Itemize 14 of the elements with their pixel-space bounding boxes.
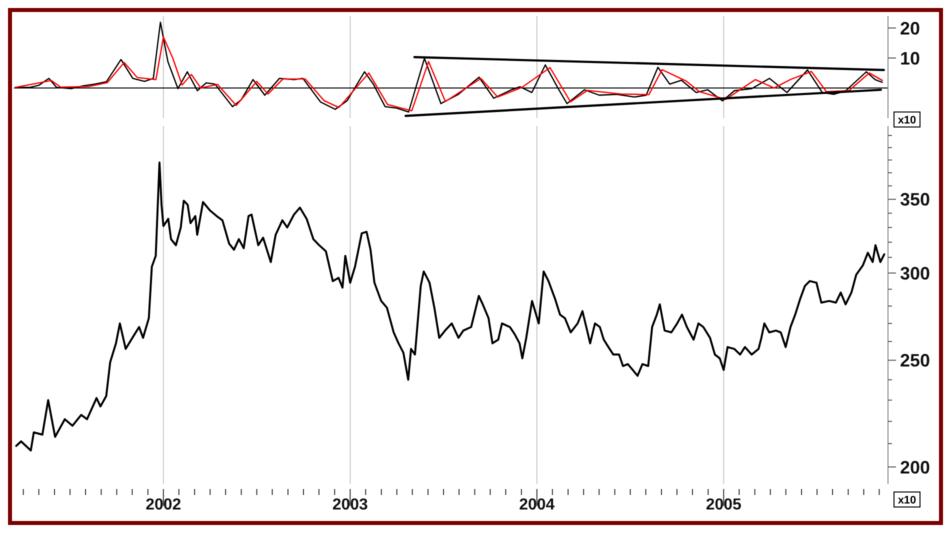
y-tick-label: 20: [900, 18, 920, 38]
line-series: [14, 36, 884, 112]
y-tick-label: 200: [900, 457, 930, 478]
text: x10: [898, 114, 916, 126]
y-tick-label: 10: [900, 48, 920, 68]
y-tick-label: 250: [900, 350, 930, 371]
x-tick-label: 2003: [332, 496, 368, 514]
x-tick-label: 2005: [706, 496, 742, 514]
y-tick-label: 300: [900, 263, 930, 284]
x-tick-label: 2002: [146, 496, 182, 514]
x-tick-label: 2004: [519, 496, 555, 514]
text: x10: [898, 494, 916, 506]
line-series: [15, 162, 886, 452]
y-tick-label: 350: [900, 190, 930, 210]
